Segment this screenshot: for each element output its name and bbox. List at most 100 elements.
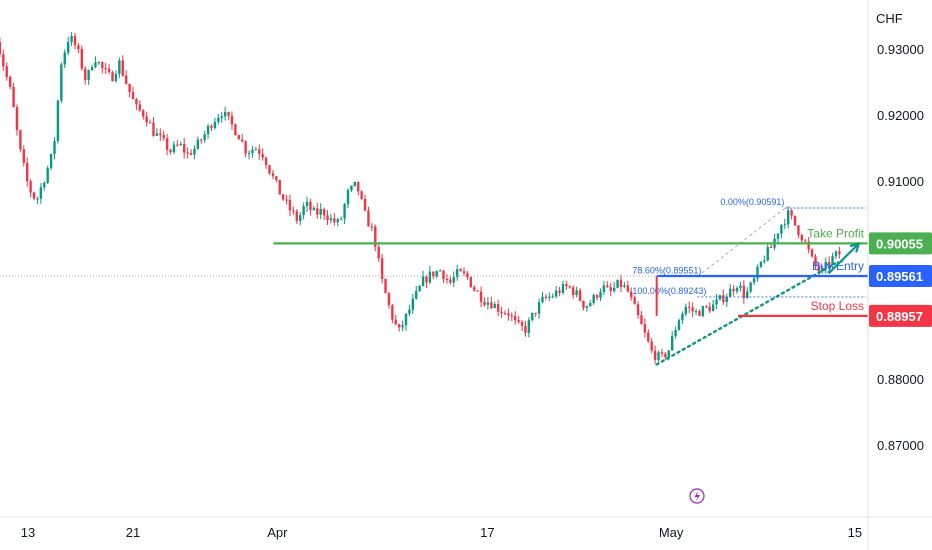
bearish-candle [466,270,469,281]
bearish-candle [445,274,449,284]
bearish-candle [0,37,2,58]
candle-body [230,115,234,125]
candle-body [145,116,148,123]
bearish-candle [26,157,29,187]
candle-body [725,296,728,303]
bullish-candle [70,32,73,46]
candle-body [343,204,346,219]
bullish-candle [60,62,63,104]
bearish-candle [159,128,162,141]
bearish-candle [459,268,462,272]
bearish-candle [517,316,520,324]
bearish-candle [101,61,104,74]
candle-body [326,215,329,221]
time-tick-label: Apr [267,525,288,540]
flash-icon[interactable] [689,488,705,504]
bullish-candle [783,218,786,230]
candle-body [438,270,442,272]
candle-body [322,208,326,216]
bearish-candle [333,213,336,226]
candle-body [367,210,370,227]
bullish-candle [759,261,763,268]
bearish-candle [227,111,230,121]
bearish-candle [708,302,711,313]
bearish-candle [793,215,797,227]
candle-body [8,76,12,87]
candle-body [602,285,606,293]
bullish-candle [602,280,606,295]
bullish-candle [56,99,60,144]
candle-body [476,290,479,292]
bearish-candle [230,111,234,130]
bullish-candle [404,313,408,331]
projection-arrow-head [849,242,860,253]
bullish-candle [435,270,438,279]
candle-body [739,285,742,288]
bullish-candle [541,291,544,304]
bullish-candle [756,264,759,282]
bearish-candle [210,124,213,132]
price-tick-label: 0.92000 [877,108,924,123]
bearish-candle [800,233,804,243]
bearish-candle [162,130,165,141]
candle-body [592,295,595,304]
bearish-candle [360,190,363,201]
bearish-candle [176,140,179,147]
bearish-candle [650,338,653,354]
time-axis[interactable]: 1321Apr17May1523Jun [21,525,932,540]
bullish-candle [312,206,316,211]
bullish-candle [780,224,783,239]
currency-label: CHF [876,11,903,26]
candle-body [776,233,780,239]
candle-body [722,295,725,303]
bearish-candle [510,312,513,322]
bearish-candle [326,210,329,226]
candle-body [544,296,548,298]
candle-body [217,117,220,122]
candle-body [285,199,288,201]
fib-level-label: 78.60%(0.89551) [632,266,701,276]
price-tag: 0.90055 [869,232,932,255]
bearish-candle [288,194,292,217]
candle-body [292,210,295,212]
candle-body [43,182,46,188]
bullish-candle [254,146,258,151]
candle-body [339,218,343,220]
bullish-candle [455,264,459,281]
candle-body [107,68,111,73]
candle-body [370,226,374,228]
price-axis[interactable]: 0.93000 0.92000 0.91000 0.88000 0.87000 [877,42,924,453]
candle-body [152,122,155,136]
candle-body [56,100,60,142]
candle-body [159,133,162,136]
bearish-candle [483,297,486,307]
candle-body [97,62,101,64]
candle-body [684,306,688,314]
candle-body [22,149,25,163]
candle-body [346,190,350,205]
bearish-candle [8,75,12,90]
bearish-candle [104,62,107,74]
bullish-candle [172,141,176,155]
bearish-candle [619,274,623,293]
bearish-candle [370,223,374,232]
candle-body [165,138,169,150]
bullish-candle [329,214,333,224]
bearish-candle [275,175,278,183]
candle-body [558,290,561,293]
bearish-candle [182,138,186,159]
bullish-candle [49,153,53,171]
bearish-candle [128,83,131,98]
bearish-candle [241,133,244,143]
time-tick-label: May [659,525,684,540]
bearish-candle [244,140,247,158]
candle-body [800,235,804,241]
bullish-candle [452,271,455,288]
bullish-candle [681,311,684,324]
bearish-candle [295,208,298,225]
candle-body [520,321,524,326]
candle-body [554,290,558,297]
bullish-candle [752,275,756,286]
candle-body [220,116,223,118]
